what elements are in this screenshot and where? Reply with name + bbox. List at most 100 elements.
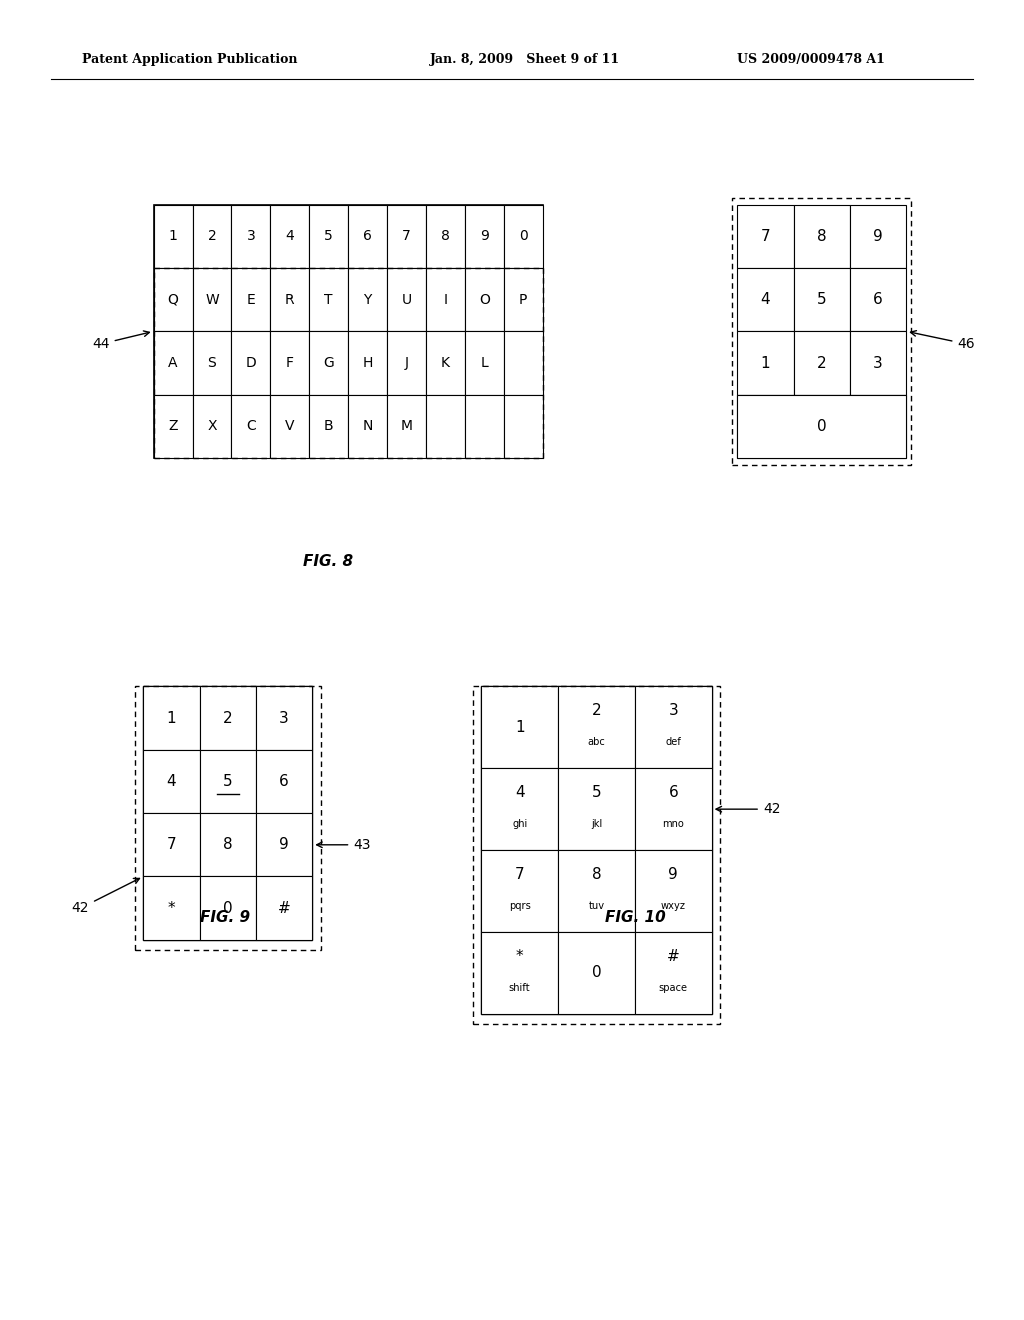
- Text: space: space: [658, 982, 688, 993]
- Text: 5: 5: [223, 774, 232, 789]
- Text: 4: 4: [167, 774, 176, 789]
- Text: 4: 4: [286, 230, 294, 243]
- Text: mno: mno: [663, 818, 684, 829]
- FancyBboxPatch shape: [231, 205, 270, 268]
- Text: 3: 3: [873, 355, 883, 371]
- Text: ghi: ghi: [512, 818, 527, 829]
- Text: 42: 42: [72, 878, 139, 915]
- Text: *: *: [168, 900, 175, 916]
- FancyBboxPatch shape: [154, 395, 193, 458]
- FancyBboxPatch shape: [850, 331, 906, 395]
- FancyBboxPatch shape: [270, 395, 309, 458]
- Text: def: def: [666, 737, 681, 747]
- FancyBboxPatch shape: [154, 268, 193, 331]
- Text: 1: 1: [761, 355, 770, 371]
- Bar: [135, 686, 321, 950]
- Text: 3: 3: [247, 230, 255, 243]
- FancyBboxPatch shape: [143, 876, 200, 940]
- FancyBboxPatch shape: [426, 268, 465, 331]
- Text: 46: 46: [910, 330, 975, 351]
- FancyBboxPatch shape: [231, 395, 270, 458]
- FancyBboxPatch shape: [256, 750, 312, 813]
- FancyBboxPatch shape: [426, 331, 465, 395]
- Text: 2: 2: [208, 230, 216, 243]
- FancyBboxPatch shape: [737, 331, 794, 395]
- Text: 1: 1: [167, 710, 176, 726]
- Text: 6: 6: [873, 292, 883, 308]
- Text: 42: 42: [716, 803, 780, 816]
- Text: #: #: [278, 900, 291, 916]
- Text: wxyz: wxyz: [660, 900, 686, 911]
- Text: shift: shift: [509, 982, 530, 993]
- Text: 5: 5: [817, 292, 826, 308]
- FancyBboxPatch shape: [200, 750, 256, 813]
- Text: US 2009/0009478 A1: US 2009/0009478 A1: [737, 53, 885, 66]
- Text: 7: 7: [167, 837, 176, 853]
- FancyBboxPatch shape: [794, 331, 850, 395]
- Text: 8: 8: [441, 230, 450, 243]
- Text: D: D: [246, 356, 256, 370]
- FancyBboxPatch shape: [200, 686, 256, 750]
- Text: C: C: [246, 420, 256, 433]
- Text: B: B: [324, 420, 334, 433]
- FancyBboxPatch shape: [481, 850, 558, 932]
- Text: S: S: [208, 356, 216, 370]
- Text: 4: 4: [515, 785, 524, 800]
- Text: 0: 0: [519, 230, 527, 243]
- Text: W: W: [205, 293, 219, 306]
- FancyBboxPatch shape: [504, 395, 543, 458]
- Text: 9: 9: [669, 867, 678, 882]
- Text: FIG. 8: FIG. 8: [303, 553, 352, 569]
- FancyBboxPatch shape: [256, 686, 312, 750]
- Text: J: J: [404, 356, 409, 370]
- Text: 8: 8: [223, 837, 232, 853]
- FancyBboxPatch shape: [387, 331, 426, 395]
- Text: 3: 3: [280, 710, 289, 726]
- Text: P: P: [519, 293, 527, 306]
- Text: 3: 3: [669, 704, 678, 718]
- Text: #: #: [667, 949, 680, 964]
- FancyBboxPatch shape: [270, 268, 309, 331]
- FancyBboxPatch shape: [309, 395, 348, 458]
- Text: Q: Q: [168, 293, 178, 306]
- FancyBboxPatch shape: [387, 268, 426, 331]
- Text: 43: 43: [316, 838, 371, 851]
- FancyBboxPatch shape: [850, 205, 906, 268]
- FancyBboxPatch shape: [143, 750, 200, 813]
- FancyBboxPatch shape: [465, 331, 504, 395]
- FancyBboxPatch shape: [256, 876, 312, 940]
- FancyBboxPatch shape: [193, 331, 231, 395]
- Text: 2: 2: [223, 710, 232, 726]
- Text: abc: abc: [588, 737, 605, 747]
- Text: 8: 8: [817, 228, 826, 244]
- FancyBboxPatch shape: [635, 686, 712, 768]
- Text: R: R: [285, 293, 295, 306]
- FancyBboxPatch shape: [737, 268, 794, 331]
- FancyBboxPatch shape: [348, 268, 387, 331]
- Text: E: E: [247, 293, 255, 306]
- Text: tuv: tuv: [589, 900, 604, 911]
- FancyBboxPatch shape: [465, 268, 504, 331]
- FancyBboxPatch shape: [270, 331, 309, 395]
- Text: F: F: [286, 356, 294, 370]
- Bar: [732, 198, 911, 465]
- FancyBboxPatch shape: [387, 395, 426, 458]
- FancyBboxPatch shape: [309, 268, 348, 331]
- Text: M: M: [400, 420, 413, 433]
- FancyBboxPatch shape: [256, 813, 312, 876]
- FancyBboxPatch shape: [481, 686, 558, 768]
- Text: 2: 2: [817, 355, 826, 371]
- Text: 5: 5: [592, 785, 601, 800]
- FancyBboxPatch shape: [558, 932, 635, 1014]
- FancyBboxPatch shape: [193, 268, 231, 331]
- FancyBboxPatch shape: [737, 205, 794, 268]
- Text: K: K: [441, 356, 450, 370]
- Bar: [473, 686, 720, 1024]
- FancyBboxPatch shape: [309, 205, 348, 268]
- Text: 0: 0: [817, 418, 826, 434]
- FancyBboxPatch shape: [481, 932, 558, 1014]
- Text: U: U: [401, 293, 412, 306]
- FancyBboxPatch shape: [465, 395, 504, 458]
- FancyBboxPatch shape: [387, 205, 426, 268]
- FancyBboxPatch shape: [270, 205, 309, 268]
